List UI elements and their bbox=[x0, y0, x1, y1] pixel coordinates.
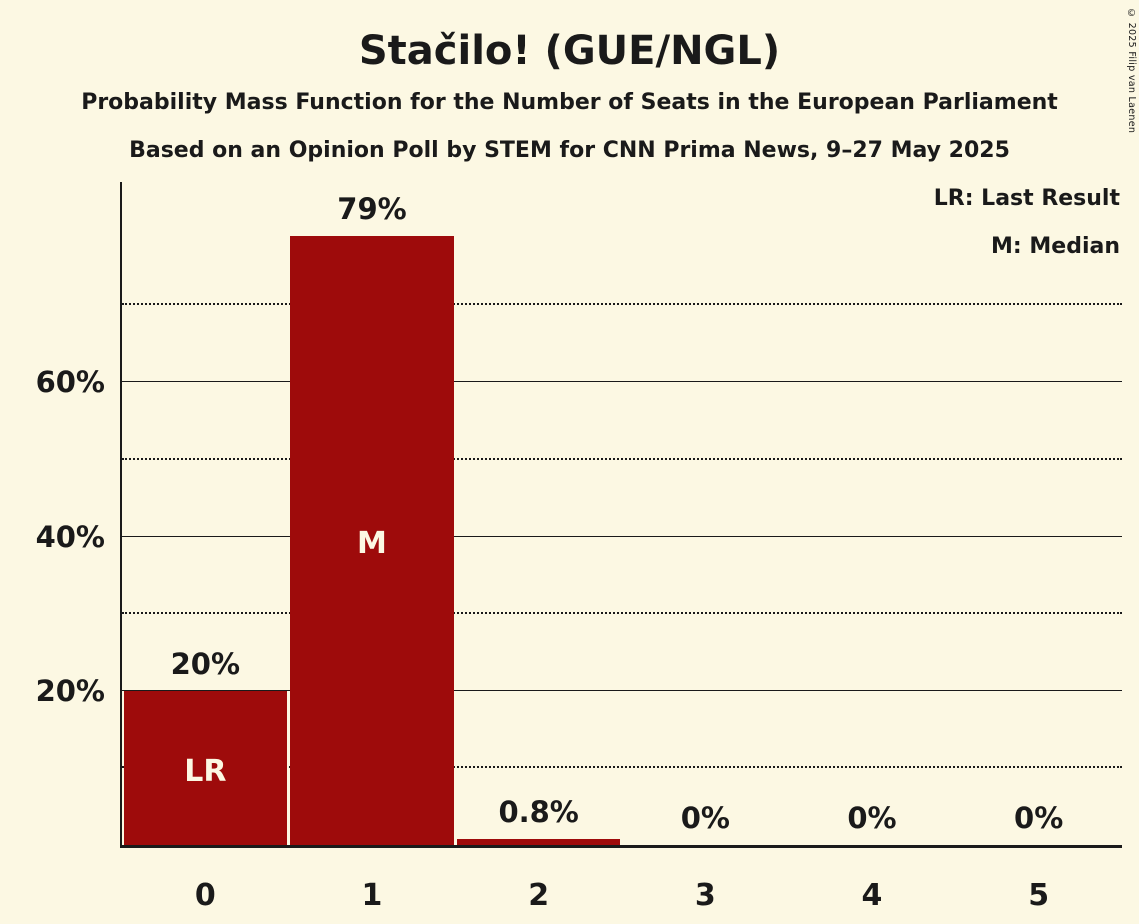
gridline-dotted-70 bbox=[122, 303, 1122, 306]
bar-2-seats bbox=[456, 838, 621, 845]
y-tick-label-40: 40% bbox=[35, 519, 105, 554]
y-tick-label-20: 20% bbox=[35, 673, 105, 708]
value-label-3-seats: 0% bbox=[680, 801, 730, 835]
gridline-solid-40 bbox=[122, 535, 1122, 537]
chart-subtitle-1: Probability Mass Function for the Number… bbox=[81, 90, 1058, 115]
bar-annotation-lr: LR bbox=[184, 753, 227, 789]
bar-0-seats bbox=[123, 690, 288, 845]
x-tick-label-0: 0 bbox=[194, 878, 216, 913]
legend-median: M: Median bbox=[991, 234, 1120, 259]
x-tick-label-1: 1 bbox=[361, 878, 383, 913]
value-label-5-seats: 0% bbox=[1014, 801, 1064, 835]
gridline-solid-20 bbox=[122, 689, 1122, 691]
x-tick-label-3: 3 bbox=[694, 878, 716, 913]
chart-title: Stačilo! (GUE/NGL) bbox=[358, 28, 781, 74]
plot-area: LR 20% 0 M 79% 1 0.8% 2 0% 3 0% 4 0% 5 20% 40% 60% bbox=[36, 182, 1122, 913]
bar-annotation-m: M bbox=[357, 526, 387, 562]
chart-subtitle-2: Based on an Opinion Poll by STEM for CNN… bbox=[129, 138, 1010, 163]
legend-last-result: LR: Last Result bbox=[933, 186, 1120, 211]
value-label-2-seats: 0.8% bbox=[498, 794, 579, 829]
value-label-0-seats: 20% bbox=[170, 646, 241, 681]
y-tick-label-60: 60% bbox=[35, 365, 105, 400]
value-label-4-seats: 0% bbox=[847, 801, 897, 835]
gridline-solid-60 bbox=[122, 381, 1122, 383]
x-tick-label-2: 2 bbox=[528, 878, 550, 913]
copyright-notice: © 2025 Filip van Laenen bbox=[1126, 8, 1137, 134]
value-label-1-seats: 79% bbox=[337, 191, 407, 226]
gridline-dotted-50 bbox=[122, 457, 1122, 460]
bar-1-seats bbox=[290, 235, 454, 845]
x-tick-label-4: 4 bbox=[861, 878, 883, 913]
x-tick-label-5: 5 bbox=[1028, 878, 1050, 913]
gridline-dotted-30 bbox=[122, 611, 1122, 614]
gridline-dotted-10 bbox=[122, 765, 1122, 768]
